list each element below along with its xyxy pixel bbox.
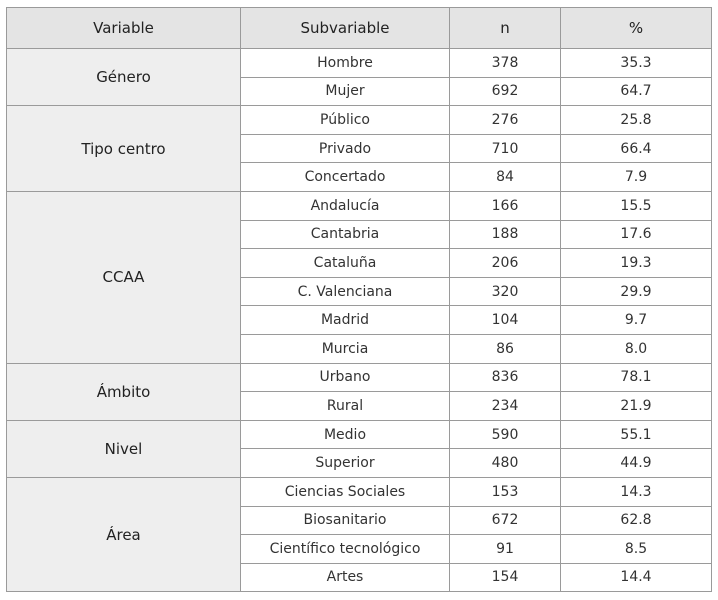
percent-cell: 62.8 (560, 505, 712, 536)
percent-cell: 66.4 (560, 133, 712, 164)
n-cell: 153 (449, 476, 561, 507)
percent-cell: 78.1 (560, 362, 712, 393)
n-cell: 86 (449, 333, 561, 364)
table-row: Mujer 692 64.7 (7, 76, 712, 107)
percent-cell: 14.3 (560, 476, 712, 507)
table-row: Género Hombre 378 35.3 (6, 47, 712, 107)
table-row: Concertado 84 7.9 (7, 162, 712, 192)
n-cell: 710 (449, 133, 561, 164)
n-cell: 378 (449, 48, 561, 78)
subvariable-cell: Urbano (240, 362, 450, 393)
table-header: Variable Subvariable n% (6, 7, 712, 49)
n-cell: 480 (449, 448, 561, 478)
variable-cell: Ámbito (6, 362, 241, 421)
percent-cell: 21.9 (560, 391, 712, 421)
table-row: C. Valenciana 320 29.9 (7, 276, 712, 307)
percent-cell: 19.3 (560, 248, 712, 278)
n-cell: 836 (449, 362, 561, 393)
percent-cell: 14.4 (560, 562, 712, 593)
variable-cell: Tipo centro (6, 105, 241, 192)
variable-cell: Área (6, 476, 241, 593)
percent-cell: 64.7 (560, 76, 712, 107)
header-cell: Subvariable (240, 7, 450, 49)
subvariable-cell: Público (240, 105, 450, 135)
subvariable-cell: Privado (240, 133, 450, 164)
table-row: Tipo centro Público 276 25.8 (6, 105, 712, 192)
table-row: Ámbito Urbano 836 78.1 (6, 362, 712, 421)
data-table: Variable Subvariable n% Género Hombre 378 35.… (6, 7, 712, 593)
table-row: CCAA Andalucía 166 15.5 (6, 190, 712, 364)
n-cell: 154 (449, 562, 561, 593)
subvariable-cell: Andalucía (240, 190, 450, 221)
header-row: Variable Subvariable n% (6, 7, 712, 49)
subvariable-cell: Superior (240, 448, 450, 478)
n-cell: 590 (449, 419, 561, 450)
n-cell: 672 (449, 505, 561, 536)
percent-cell: 7.9 (560, 162, 712, 192)
subvariable-cell: Madrid (240, 305, 450, 335)
n-cell: 276 (449, 105, 561, 135)
subvariable-cell: Concertado (240, 162, 450, 192)
percent-cell: 8.0 (560, 333, 712, 364)
percent-cell: 17.6 (560, 219, 712, 250)
subvariable-cell: Hombre (240, 48, 450, 78)
subvariable-cell: Biosanitario (240, 505, 450, 536)
n-cell: 84 (449, 162, 561, 192)
percent-cell: 25.8 (560, 105, 712, 135)
subvariable-cell: Artes (240, 562, 450, 593)
percent-cell: 8.5 (560, 534, 712, 564)
variable-cell: Género (6, 47, 241, 107)
table-row: Biosanitario 672 62.8 (7, 505, 712, 536)
table-row: Privado 710 66.4 (7, 133, 712, 164)
header-cell: % (560, 7, 712, 49)
percent-cell: 15.5 (560, 190, 712, 221)
table-body: Género Hombre 378 35.3 Mujer 692 64.7 Tipo cent… (6, 47, 712, 593)
header-cell: n (449, 7, 561, 49)
subvariable-cell: C. Valenciana (240, 276, 450, 307)
n-cell: 692 (449, 76, 561, 107)
header-cell: Variable (6, 7, 241, 49)
subvariable-cell: Medio (240, 419, 450, 450)
table-row: Cataluña 206 19.3 (7, 248, 712, 278)
percent-cell: 55.1 (560, 419, 712, 450)
n-cell: 234 (449, 391, 561, 421)
percent-cell: 35.3 (560, 48, 712, 78)
subvariable-cell: Cantabria (240, 219, 450, 250)
table-row: Área Ciencias Sociales 153 14.3 (6, 476, 712, 593)
subvariable-cell: Científico tecnológico (240, 534, 450, 564)
subvariable-cell: Murcia (240, 333, 450, 364)
percent-cell: 29.9 (560, 276, 712, 307)
n-cell: 166 (449, 190, 561, 221)
percent-cell: 9.7 (560, 305, 712, 335)
subvariable-cell: Cataluña (240, 248, 450, 278)
percent-cell: 44.9 (560, 448, 712, 478)
variable-cell: Nivel (6, 419, 241, 478)
n-cell: 188 (449, 219, 561, 250)
table-row: Artes 154 14.4 (7, 562, 712, 593)
table-row: Madrid 104 9.7 (7, 305, 712, 335)
table-row: Murcia 86 8.0 (7, 333, 712, 364)
table-row: Rural 234 21.9 (7, 391, 712, 421)
n-cell: 206 (449, 248, 561, 278)
subvariable-cell: Ciencias Sociales (240, 476, 450, 507)
variable-cell: CCAA (6, 190, 241, 364)
n-cell: 320 (449, 276, 561, 307)
subvariable-cell: Rural (240, 391, 450, 421)
table-row: Nivel Medio 590 55.1 (6, 419, 712, 478)
n-cell: 91 (449, 534, 561, 564)
table-row: Superior 480 44.9 (7, 448, 712, 478)
n-cell: 104 (449, 305, 561, 335)
subvariable-cell: Mujer (240, 76, 450, 107)
table-row: Cantabria 188 17.6 (7, 219, 712, 250)
